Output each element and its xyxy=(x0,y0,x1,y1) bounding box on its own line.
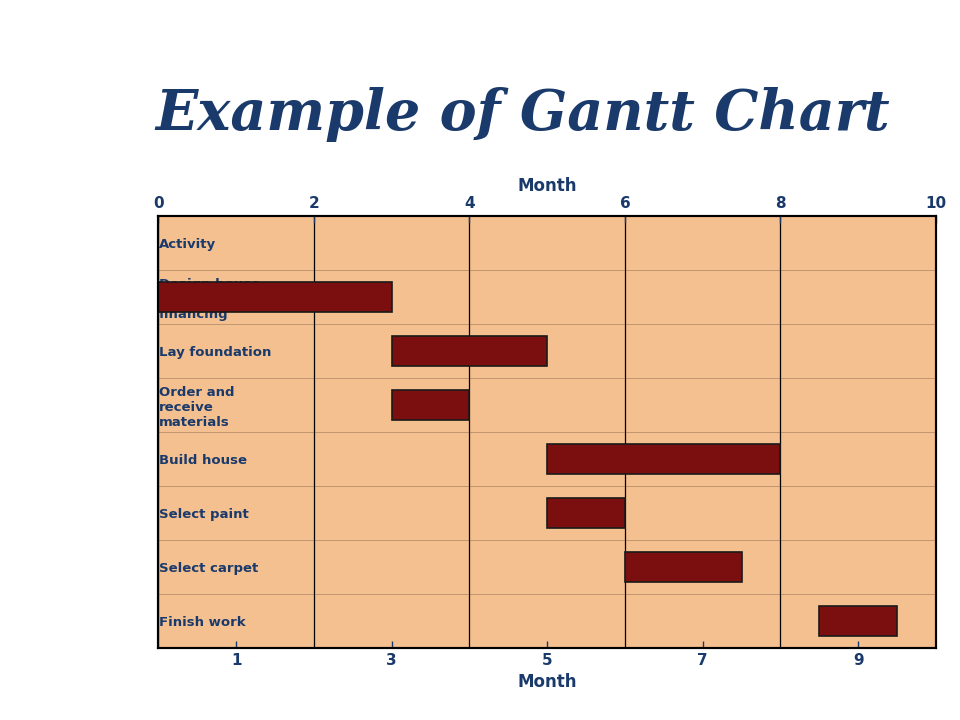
Text: Example of Gantt Chart: Example of Gantt Chart xyxy=(156,86,890,142)
X-axis label: Month: Month xyxy=(517,176,577,194)
Bar xyxy=(625,552,742,582)
Bar xyxy=(392,336,547,366)
Bar xyxy=(547,444,780,474)
Bar xyxy=(392,390,469,420)
Bar xyxy=(547,498,625,528)
Bar xyxy=(820,606,898,636)
Bar xyxy=(158,282,392,312)
X-axis label: Month: Month xyxy=(517,673,577,691)
